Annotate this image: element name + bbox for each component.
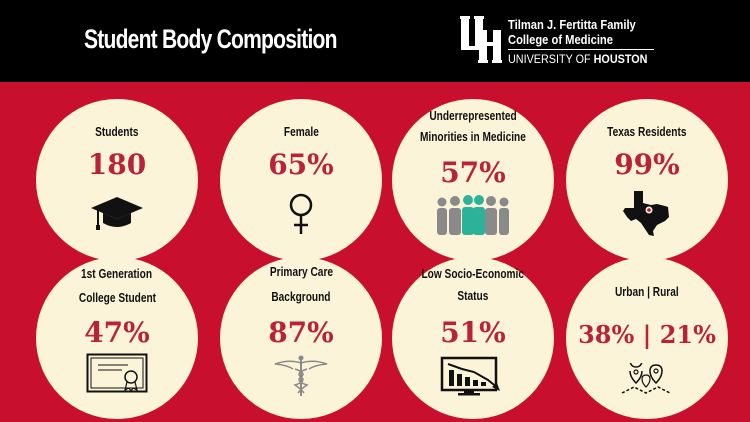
header-bar: Student Body Composition Tilman J. Ferti… — [0, 0, 750, 82]
stat-label: Texas Residents — [607, 124, 687, 139]
stat-label: Female — [283, 124, 319, 139]
caduceus-icon — [274, 355, 328, 396]
stat-circle-first-generation: 1st Generation College Student 47% — [36, 257, 198, 419]
stat-value: 65% — [268, 148, 334, 181]
logo-university-text: UNIVERSITY OF — [508, 52, 594, 66]
uh-logo-icon — [460, 16, 502, 63]
female-symbol-icon — [289, 193, 313, 234]
stat-circle-underrepresented: Underrepresented Minorities in Medicine … — [392, 99, 554, 261]
logo-text-line3: UNIVERSITY OF HOUSTON — [508, 52, 647, 66]
stat-label: Status — [457, 288, 489, 303]
stat-label: Minorities in Medicine — [420, 129, 526, 144]
people-group-icon — [437, 195, 509, 235]
stat-value: 57% — [440, 156, 506, 189]
stat-label: Primary Care — [269, 264, 333, 279]
stat-value: 38% | 21% — [578, 320, 716, 349]
logo-text-line1: Tilman J. Fertitta Family — [508, 17, 636, 32]
logo-divider — [508, 49, 654, 50]
stat-circle-female: Female 65% — [220, 99, 382, 261]
stat-value: 99% — [614, 148, 680, 181]
declining-chart-monitor-icon — [440, 356, 500, 396]
texas-map-icon — [623, 191, 669, 236]
stat-label: Underrepresented — [429, 108, 517, 123]
map-pins-icon — [621, 363, 671, 394]
stat-value: 180 — [87, 148, 147, 181]
university-logo: Tilman J. Fertitta Family College of Med… — [460, 15, 660, 67]
stat-label: Low Socio-Economic — [421, 266, 525, 281]
page-title: Student Body Composition — [84, 24, 337, 54]
stat-circle-students: Students 180 — [36, 99, 198, 261]
stat-label: Background — [271, 289, 331, 304]
stat-circle-primary-care: Primary Care Background 87% — [220, 257, 382, 419]
stat-value: 51% — [440, 316, 506, 349]
stat-circle-urban-rural: Urban | Rural 38% | 21% — [566, 257, 728, 419]
stat-label: 1st Generation — [81, 266, 153, 281]
logo-houston-text: HOUSTON — [593, 52, 648, 66]
stat-value: 47% — [84, 316, 150, 349]
stat-value: 87% — [268, 316, 334, 349]
stat-circle-texas-residents: Texas Residents 99% — [566, 99, 728, 261]
stat-label: College Student — [78, 290, 156, 305]
logo-text-line2: College of Medicine — [508, 32, 613, 47]
stat-label: Students — [95, 124, 139, 139]
stat-circle-low-socio-economic: Low Socio-Economic Status 51% — [392, 257, 554, 419]
certificate-icon — [86, 353, 148, 393]
graduation-cap-icon — [91, 197, 143, 230]
stat-label: Urban | Rural — [615, 284, 679, 299]
